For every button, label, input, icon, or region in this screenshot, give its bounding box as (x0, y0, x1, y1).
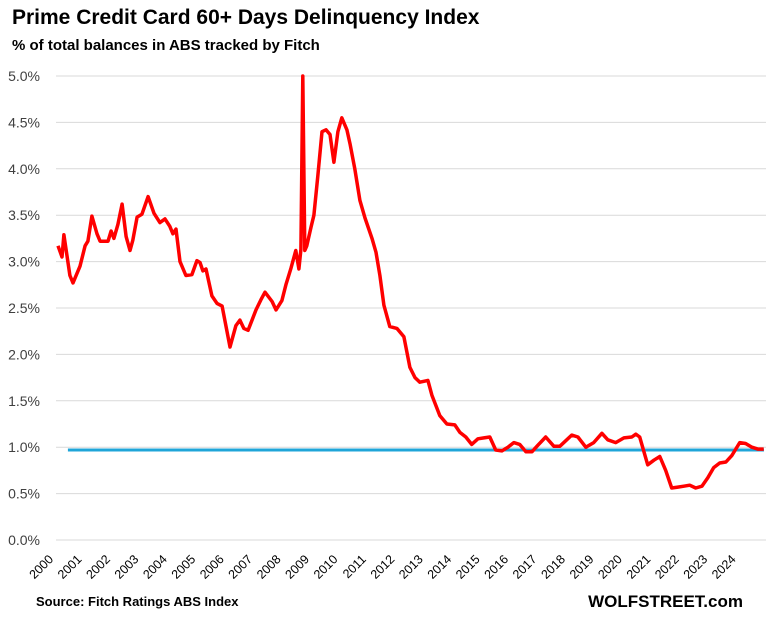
x-tick-label: 2020 (595, 552, 625, 582)
y-tick-label: 0.5% (8, 486, 40, 502)
x-tick-label: 2006 (197, 552, 227, 582)
gridlines (56, 75, 766, 541)
x-tick-label: 2015 (453, 552, 483, 582)
x-tick-label: 2022 (652, 552, 682, 582)
x-tick-label: 2011 (340, 552, 369, 581)
x-axis-ticks: 2000200120022003200420052006200720082009… (27, 552, 739, 582)
y-tick-label: 1.5% (8, 393, 40, 409)
y-tick-label: 1.0% (8, 439, 40, 455)
x-tick-label: 2013 (396, 552, 426, 582)
y-tick-label: 3.5% (8, 207, 40, 223)
x-tick-label: 2007 (226, 552, 256, 582)
x-tick-label: 2016 (482, 552, 512, 582)
x-tick-label: 2023 (681, 552, 711, 582)
x-tick-label: 2002 (83, 552, 113, 582)
x-tick-label: 2000 (27, 552, 57, 582)
y-tick-label: 4.5% (8, 114, 40, 130)
x-tick-label: 2012 (368, 552, 398, 582)
series-layer (56, 74, 764, 490)
x-tick-label: 2018 (538, 552, 568, 582)
source-note: Source: Fitch Ratings ABS Index (36, 594, 239, 609)
chart-title: Prime Credit Card 60+ Days Delinquency I… (12, 6, 480, 29)
x-tick-label: 2008 (254, 552, 284, 582)
y-tick-label: 2.5% (8, 300, 40, 316)
brand-logo-text: WOLFSTREET.com (588, 592, 743, 611)
x-tick-label: 2009 (283, 552, 313, 582)
delinquency-line (56, 74, 764, 490)
y-tick-label: 5.0% (8, 68, 40, 84)
x-tick-label: 2010 (311, 552, 341, 582)
x-tick-label: 2005 (169, 552, 199, 582)
y-tick-label: 4.0% (8, 161, 40, 177)
x-tick-label: 2001 (55, 552, 85, 582)
y-tick-label: 2.0% (8, 346, 40, 362)
x-tick-label: 2021 (624, 552, 654, 582)
x-tick-label: 2004 (140, 552, 170, 582)
x-tick-label: 2024 (709, 552, 739, 582)
x-tick-label: 2014 (425, 552, 455, 582)
x-tick-label: 2003 (112, 552, 142, 582)
y-tick-label: 3.0% (8, 254, 40, 270)
x-tick-label: 2019 (567, 552, 597, 582)
y-axis-ticks: 0.0% 0.5% 1.0% 1.5% 2.0% 2.5% 3.0% 3.5% 4.0% 4.5%… (8, 68, 40, 548)
y-tick-label: 0.0% (8, 532, 40, 548)
x-tick-label: 2017 (510, 552, 540, 582)
chart-subtitle: % of total balances in ABS tracked by Fi… (12, 37, 320, 54)
